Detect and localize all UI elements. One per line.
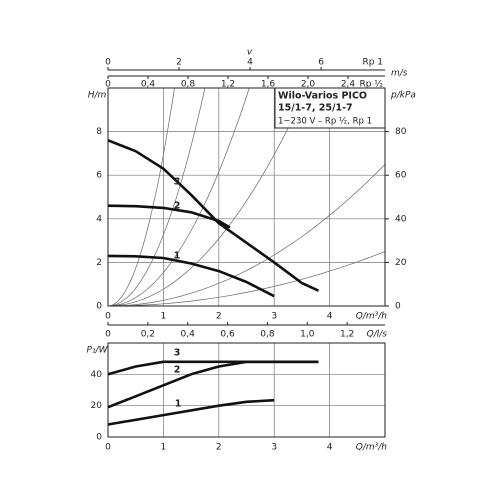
axis-tick-label: 0,8 [260, 330, 275, 340]
x-tick-label: 4 [327, 312, 333, 322]
axis-tick-label: 2,0 [301, 80, 316, 90]
axis-label: v [247, 48, 253, 58]
axis-tick-label: 6 [318, 58, 324, 68]
axis-tick-label: 0,4 [141, 80, 156, 90]
y2-tick-label: 80 [395, 127, 407, 137]
x-axis-label: Q/m³/h [356, 312, 388, 322]
axis-tick-label: 0,8 [181, 80, 196, 90]
axis-label: Q/l/s [367, 330, 388, 340]
axis-tick-label: 0,6 [220, 330, 235, 340]
axis-tick-label: 0 [105, 58, 111, 68]
system-curve [107, 87, 175, 307]
x-tick-label: 3 [271, 443, 277, 453]
curve-label: 2 [174, 201, 181, 212]
x-tick-label: 3 [271, 312, 277, 322]
curve [107, 204, 231, 229]
curve [107, 360, 319, 409]
axis-tick-label: 0 [105, 80, 111, 90]
x-axis-label: Q/m³/h [356, 443, 388, 453]
y-tick-label: 0 [96, 302, 102, 312]
axis-label: m/s [391, 69, 408, 79]
curve-label: 3 [174, 348, 181, 359]
curve-label: 2 [174, 365, 181, 376]
y-tick-label: 20 [91, 401, 103, 411]
title: Wilo-Varios PICO [278, 91, 367, 102]
axis-tick-label: 2 [176, 58, 182, 68]
pipe-label: Rp 1 [362, 58, 383, 68]
curve [107, 139, 320, 292]
plot-frame [107, 342, 386, 438]
y-tick-label: 0 [96, 433, 102, 443]
y-tick-label: 6 [96, 171, 102, 181]
axis-tick-label: 1,6 [261, 80, 276, 90]
x-tick-label: 0 [105, 312, 111, 322]
y2-tick-label: 20 [395, 258, 407, 268]
y-tick-label: 8 [96, 127, 102, 137]
y2-tick-label: 40 [395, 214, 407, 224]
x-tick-label: 2 [216, 312, 222, 322]
title: 15/1-7, 25/1-7 [278, 103, 353, 114]
x-tick-label: 0 [105, 443, 111, 453]
axis-tick-label: 2,4 [341, 80, 356, 90]
curve-label: 1 [174, 251, 181, 262]
x-tick-label: 1 [161, 312, 167, 322]
y-axis-label: H/m [88, 91, 107, 101]
y2-tick-label: 60 [395, 171, 407, 181]
axis-tick-label: 0,4 [181, 330, 196, 340]
x-tick-label: 1 [161, 443, 167, 453]
x-tick-label: 2 [216, 443, 222, 453]
axis-tick-label: 0 [105, 330, 111, 340]
axis-tick-label: 1,2 [221, 80, 235, 90]
axis-tick-label: 1,0 [300, 330, 315, 340]
curve-label: 1 [175, 399, 182, 410]
system-curve [107, 87, 206, 307]
subtitle: 1~230 V – Rp ½, Rp 1 [278, 117, 372, 127]
system-curve [107, 87, 250, 307]
curve [107, 254, 275, 298]
y-axis-label: P₁/W [87, 346, 109, 356]
axis-tick-label: 4 [247, 58, 253, 68]
y2-axis-label: p/kPa [390, 91, 416, 101]
y-tick-label: 4 [96, 214, 102, 224]
system-curve [107, 164, 386, 307]
x-tick-label: 4 [327, 443, 333, 453]
y-tick-label: 40 [91, 370, 103, 380]
plot-frame [107, 87, 386, 307]
pipe-label: Rp ½ [359, 80, 383, 90]
axis-tick-label: 1,2 [340, 330, 354, 340]
curve [107, 398, 275, 426]
curve [107, 360, 319, 376]
y-tick-label: 2 [96, 258, 102, 268]
curve-label: 3 [174, 177, 181, 188]
system-curve [107, 251, 386, 307]
title-box [274, 87, 386, 129]
y2-tick-label: 0 [395, 302, 401, 312]
axis-tick-label: 0,2 [141, 330, 155, 340]
